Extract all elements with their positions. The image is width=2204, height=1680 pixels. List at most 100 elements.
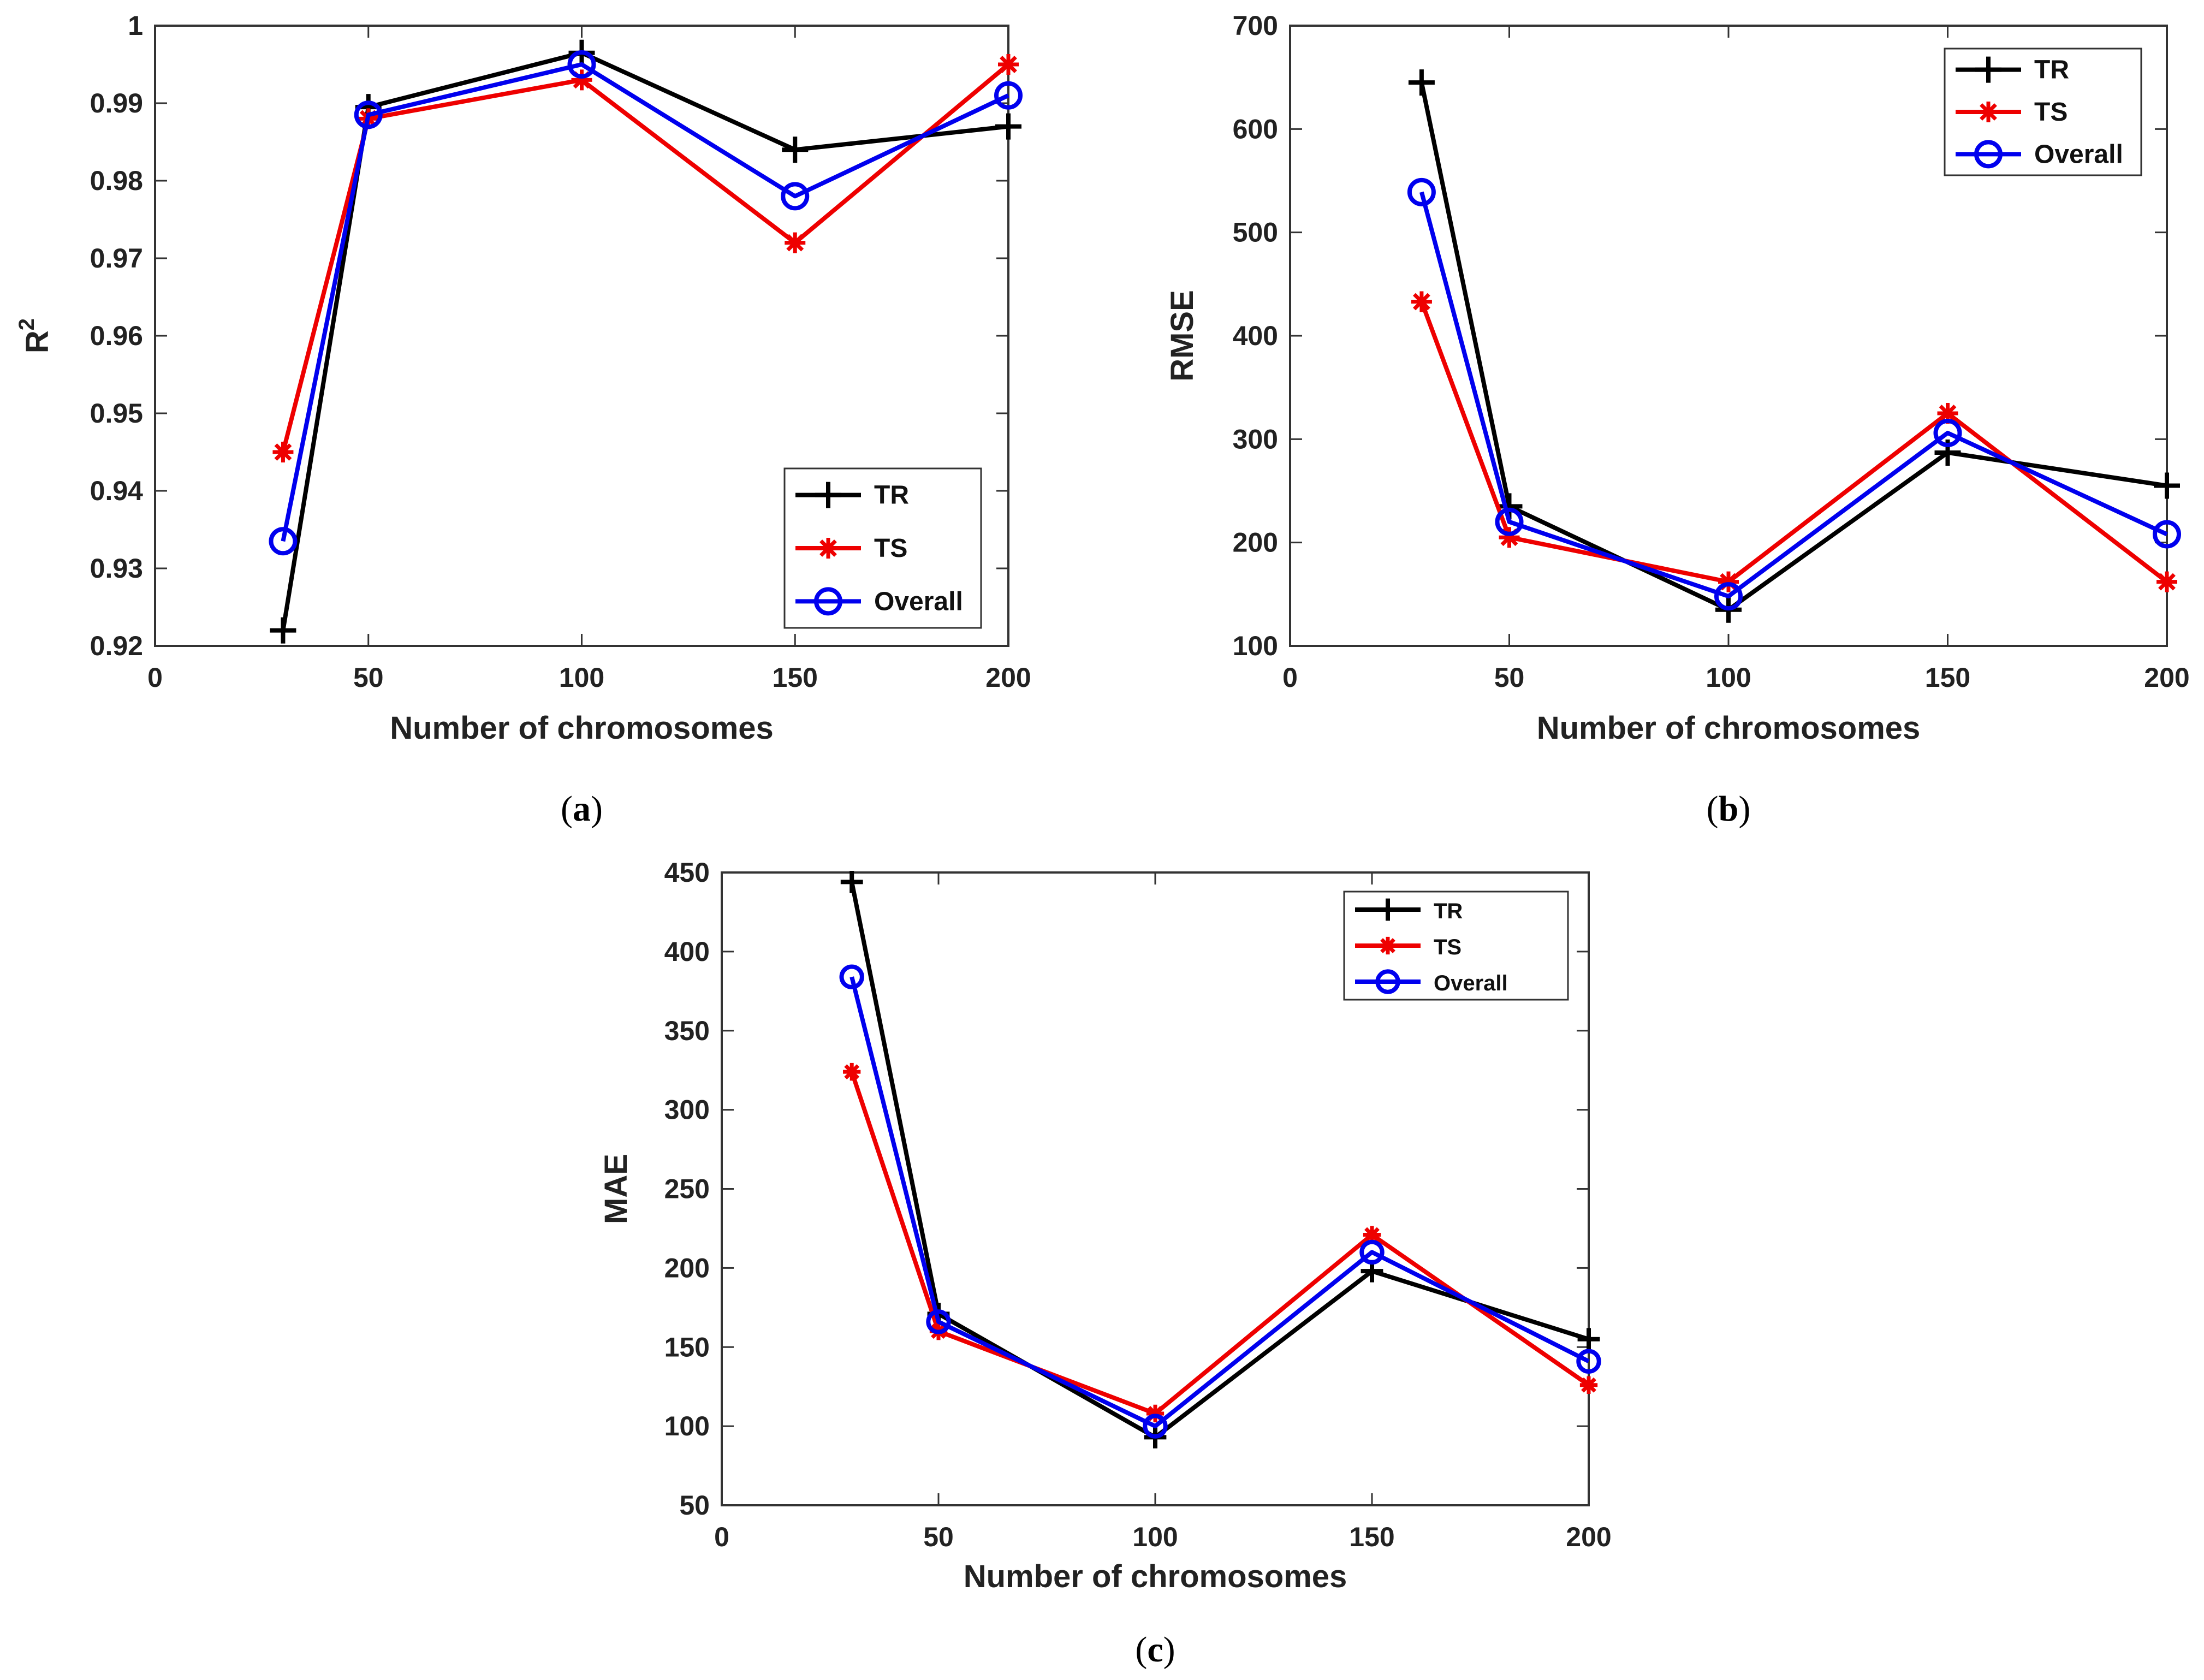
x-axis-ticks: 0 50 100 150 200 bbox=[1282, 26, 2190, 693]
legend-item-ts: TS bbox=[795, 534, 907, 563]
data-point-overall bbox=[1143, 1414, 1168, 1439]
x-tick-label: 150 bbox=[773, 662, 818, 693]
x-axis-label: Number of chromosomes bbox=[1537, 710, 1921, 746]
legend-item-ts: TS bbox=[1956, 98, 2068, 127]
caption-close-paren: ) bbox=[1738, 789, 1750, 829]
data-point-ts bbox=[785, 232, 806, 253]
y-tick-label: 50 bbox=[679, 1490, 710, 1521]
data-point-overall bbox=[269, 527, 298, 556]
y-tick-label: 0.95 bbox=[90, 398, 143, 429]
series-overall bbox=[269, 50, 1023, 556]
data-point-overall bbox=[1407, 177, 1436, 206]
legend-item-overall: Overall bbox=[1355, 969, 1508, 995]
series-ts bbox=[843, 1062, 1598, 1423]
x-tick-label: 100 bbox=[1706, 662, 1751, 693]
data-point-overall bbox=[839, 964, 864, 989]
caption-open-paren: ( bbox=[561, 789, 573, 829]
legend-item-ts: TS bbox=[1355, 935, 1462, 959]
data-point-overall bbox=[2153, 520, 2181, 549]
legend: TR TS Overall bbox=[1944, 48, 2142, 176]
legend-item-overall: Overall bbox=[1956, 140, 2123, 169]
legend-label: Overall bbox=[2034, 140, 2123, 169]
data-point-overall bbox=[1576, 1349, 1601, 1374]
legend-label: TS bbox=[874, 534, 907, 563]
caption-letter: b bbox=[1719, 789, 1739, 829]
legend-label: TR bbox=[2034, 56, 2069, 85]
series-line-overall bbox=[1419, 191, 2168, 599]
data-point-overall bbox=[1933, 418, 1962, 447]
y-tick-label: 0.98 bbox=[90, 165, 143, 196]
legend-label: TS bbox=[2034, 98, 2068, 127]
legend-label: Overall bbox=[874, 587, 963, 616]
data-point-tr bbox=[840, 870, 863, 893]
data-point-overall bbox=[1714, 582, 1743, 611]
y-tick-label: 600 bbox=[1233, 114, 1278, 144]
legend-marker-plus bbox=[1975, 56, 2001, 83]
legend-item-tr: TR bbox=[1355, 898, 1463, 923]
chart-panel-a: 0 50 100 150 200 0.92 0.93 0.94 0.95 0.96 0.97 0.98… bbox=[15, 10, 1031, 829]
x-tick-label: 200 bbox=[985, 662, 1031, 693]
y-tick-label: 200 bbox=[1233, 527, 1278, 558]
legend-marker-plus bbox=[1376, 898, 1399, 921]
x-tick-label: 50 bbox=[923, 1522, 954, 1552]
y-tick-label: 400 bbox=[1233, 320, 1278, 351]
caption-letter: c bbox=[1147, 1630, 1163, 1670]
chart-panel-b: 0 50 100 150 200 100 200 300 400 500 600 700 Number … bbox=[1165, 10, 2190, 829]
y-tick-label: 250 bbox=[664, 1174, 710, 1204]
x-tick-label: 50 bbox=[1494, 662, 1525, 693]
y-tick-label: 700 bbox=[1233, 10, 1278, 41]
legend-item-overall: Overall bbox=[795, 587, 963, 616]
y-axis-label-text: MAE bbox=[598, 1154, 634, 1224]
x-tick-label: 100 bbox=[559, 662, 604, 693]
y-tick-label: 0.94 bbox=[90, 476, 144, 506]
x-tick-label: 50 bbox=[353, 662, 384, 693]
data-point-ts bbox=[843, 1062, 861, 1081]
y-tick-label: 200 bbox=[664, 1252, 710, 1283]
data-point-overall bbox=[781, 182, 810, 211]
x-tick-label: 0 bbox=[147, 662, 163, 693]
caption-close-paren: ) bbox=[591, 789, 603, 829]
y-tick-label: 450 bbox=[664, 857, 710, 888]
data-point-ts bbox=[272, 442, 294, 462]
legend-marker-circle bbox=[1974, 140, 2003, 169]
caption-letter: a bbox=[573, 789, 591, 829]
legend-label: Overall bbox=[1434, 971, 1508, 995]
series-line-overall bbox=[849, 976, 1590, 1429]
y-tick-label: 0.92 bbox=[90, 631, 143, 661]
y-tick-label: 100 bbox=[1233, 631, 1278, 661]
x-tick-label: 200 bbox=[1566, 1522, 1611, 1552]
y-axis-ticks: 0.92 0.93 0.94 0.95 0.96 0.97 0.98 0.99 1 bbox=[90, 10, 1008, 661]
legend-marker-asterisk bbox=[818, 538, 839, 559]
data-point-overall bbox=[1495, 507, 1524, 536]
series-ts bbox=[1411, 291, 2177, 592]
y-tick-label: 0.97 bbox=[90, 243, 143, 274]
series-overall bbox=[1407, 177, 2181, 611]
x-tick-label: 150 bbox=[1349, 1522, 1394, 1552]
data-point-tr bbox=[270, 617, 296, 644]
x-axis-label: Number of chromosomes bbox=[964, 1559, 1347, 1594]
y-axis-label: MAE bbox=[598, 1154, 634, 1224]
y-tick-label: 350 bbox=[664, 1016, 710, 1046]
legend-marker-circle bbox=[1375, 969, 1400, 994]
x-tick-label: 0 bbox=[714, 1522, 729, 1552]
legend-marker-plus bbox=[815, 482, 841, 508]
y-axis-label-text: RMSE bbox=[1165, 290, 1200, 382]
data-point-overall bbox=[994, 81, 1023, 110]
y-axis-label-text: R bbox=[20, 330, 55, 353]
data-point-overall bbox=[567, 50, 596, 79]
x-axis-ticks: 0 50 100 150 200 bbox=[147, 26, 1031, 693]
data-point-tr bbox=[782, 136, 809, 163]
caption-open-paren: ( bbox=[1707, 789, 1719, 829]
y-tick-label: 300 bbox=[1233, 424, 1278, 454]
series-overall bbox=[839, 964, 1601, 1439]
y-tick-label: 1 bbox=[128, 10, 143, 41]
panel-caption: (a) bbox=[561, 789, 603, 829]
y-axis-label: RMSE bbox=[1165, 290, 1200, 382]
legend: TR TS Overall bbox=[1343, 891, 1569, 1001]
x-axis-ticks: 0 50 100 150 200 bbox=[714, 872, 1612, 1552]
x-tick-label: 150 bbox=[1925, 662, 1970, 693]
y-axis-label: R2 bbox=[15, 318, 55, 353]
y-axis-ticks: 100 200 300 400 500 600 700 bbox=[1233, 10, 2167, 661]
chart-panel-c: 0 50 100 150 20050100150200250300350400450Nu… bbox=[598, 857, 1612, 1670]
y-tick-label: 150 bbox=[664, 1332, 710, 1362]
